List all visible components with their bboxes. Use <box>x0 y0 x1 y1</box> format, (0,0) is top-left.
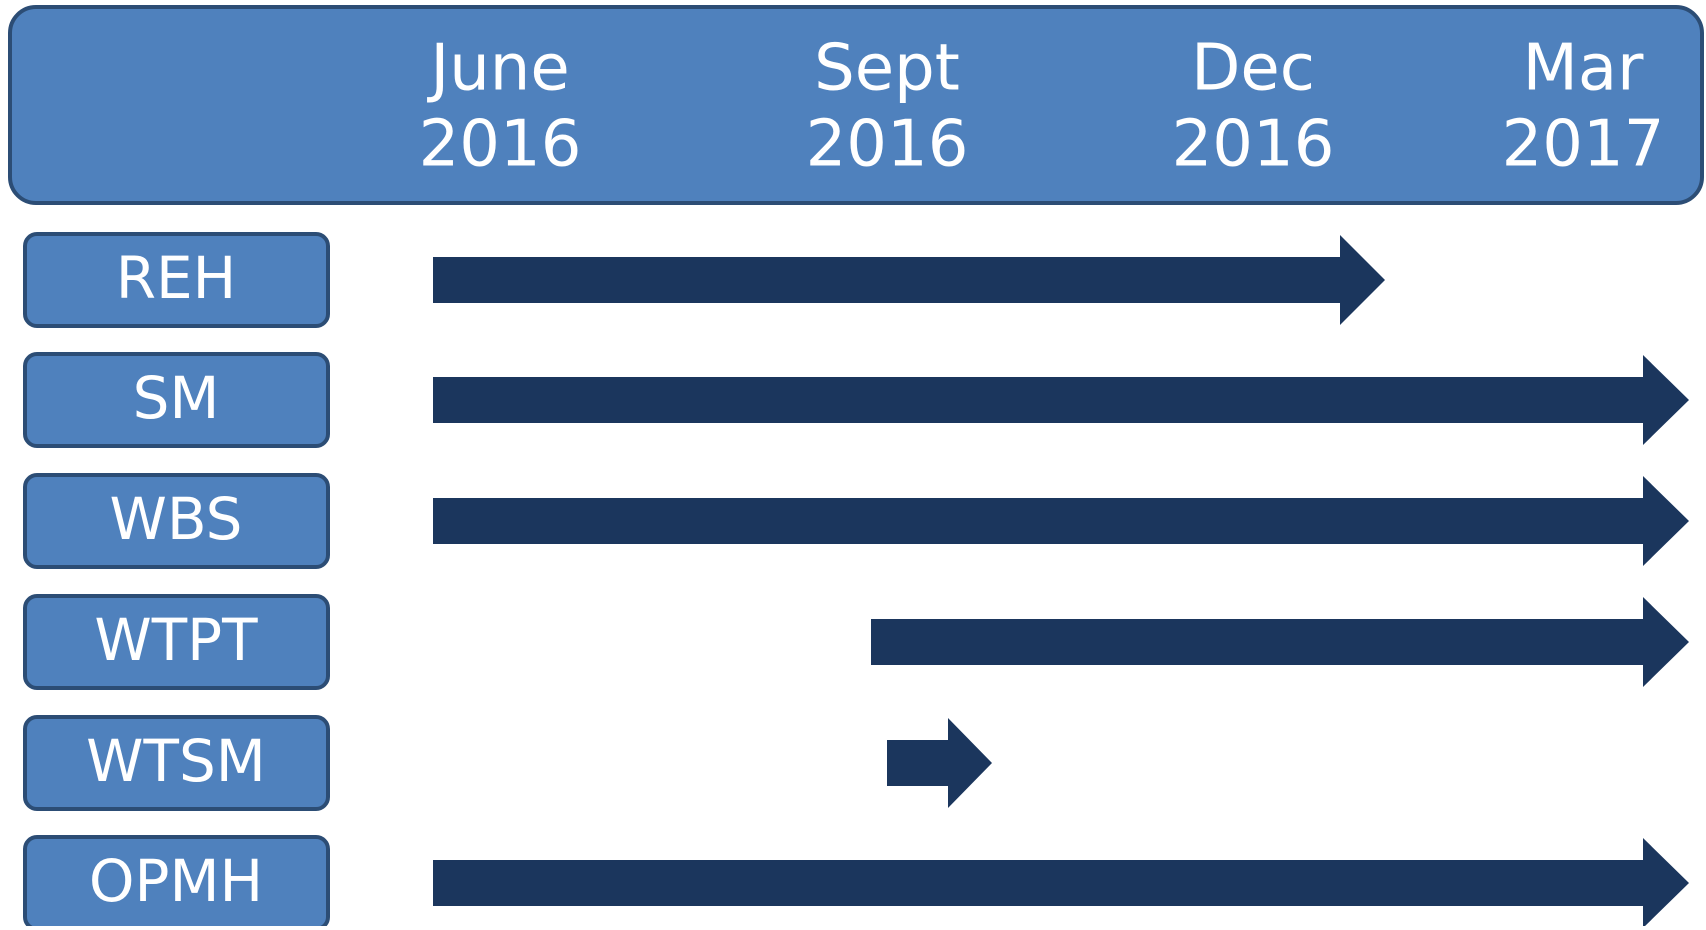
row-label: SM <box>133 364 220 432</box>
column-year: 2017 <box>1502 108 1665 182</box>
row-label: OPMH <box>89 847 263 915</box>
timeline-arrow <box>887 718 992 808</box>
timeline-arrow <box>433 476 1689 566</box>
row-label: WTSM <box>86 727 266 795</box>
timeline-arrow <box>433 355 1689 445</box>
column-year: 2016 <box>806 108 969 182</box>
timeline: June2016Sept2016Dec2016Mar2017REHSMWBSWT… <box>0 0 1706 926</box>
column-month: Sept <box>814 32 960 106</box>
page: June2016Sept2016Dec2016Mar2017REHSMWBSWT… <box>0 0 1706 926</box>
row-label: REH <box>116 244 237 312</box>
column-month: Dec <box>1191 32 1315 106</box>
column-month: Mar <box>1523 32 1644 106</box>
column-year: 2016 <box>419 108 582 182</box>
row-label: WTPT <box>94 606 258 674</box>
timeline-arrow <box>433 838 1689 926</box>
row-label: WBS <box>110 485 243 553</box>
column-month: June <box>426 32 569 106</box>
column-year: 2016 <box>1172 108 1335 182</box>
timeline-arrow <box>433 235 1385 325</box>
timeline-arrow <box>871 597 1689 687</box>
